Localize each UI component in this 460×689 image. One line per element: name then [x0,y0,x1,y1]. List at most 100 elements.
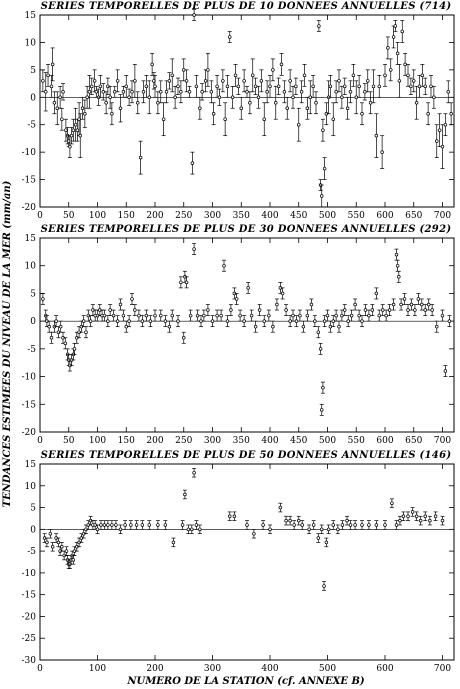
panel-2-data-point [337,324,341,329]
panel-2-data-point [298,313,302,318]
panel-3-data-point [324,540,329,545]
panel-3-data-point [64,549,69,553]
panel-3-data-point [440,518,445,523]
panel-1-data-point [104,101,108,105]
panel-1-data-point [190,161,195,165]
panel-1-data-point [87,90,92,94]
panel-2-data-point [380,308,385,312]
panel-3-data-point [252,531,256,536]
panel-2-data-point [426,302,431,307]
panel-1-data-point [108,95,112,100]
panel-3-data-point [288,518,292,523]
panel-3-data-point [383,523,387,527]
panel-3-data-point [123,523,127,527]
panel-2-data-point [253,324,258,329]
panel-3-data-point [418,518,423,523]
panel-1-data-point [282,90,287,94]
panel-1-data-point [78,133,82,138]
panel-1-data-point [294,84,298,89]
panel-1-data-point [130,90,134,94]
panel-1-data-point [83,111,87,116]
panel-3-data-point [394,523,399,527]
panel-3-data-point [198,527,202,532]
panel-1-data-point [366,79,370,83]
panel-1-data-point [52,101,57,105]
x-axis-title: NUMERO DE LA STATION (cf. ANNEXE B) [126,676,365,687]
panel-2-data-point [222,263,226,268]
panel-3-data-point [95,527,100,532]
panel-2-x-tick-label: 200 [146,436,163,446]
panel-3-y-tick-label: 5 [30,504,36,514]
panel-1-data-point [348,90,353,94]
panel-1-data-point [75,128,80,132]
panel-3-data-point [297,518,301,523]
panel-1-data-point [357,84,361,89]
panel-2-data-point [106,319,110,323]
panel-3-x-tick-label: 200 [146,664,163,674]
panel-1-data-point [435,139,439,143]
panel-1-data-point [85,95,89,100]
panel-1-data-point [43,90,48,94]
panel-2-data-point [413,308,417,312]
panel-1-data-point [383,73,387,78]
panel-2-data-point [144,313,149,318]
panel-3-data-point [367,523,371,527]
panel-1-data-point [110,111,114,116]
panel-1-data-point [41,79,45,83]
panel-2-data-point [325,313,330,318]
panel-1-data-point [173,95,177,100]
panel-1-data-point [314,101,318,105]
panel-3-data-point [56,540,61,545]
panel-2: SERIES TEMPORELLES DE PLUS DE 30 DONNEES… [22,224,455,446]
panel-1-y-tick-label: -5 [27,121,36,131]
panel-1-data-point [340,95,344,100]
panel-1-data-point [179,90,183,94]
panel-3-y-tick-label: -15 [22,591,37,601]
panel-1-data-point [167,79,172,83]
panel-3-data-point [307,527,311,532]
panel-1-data-point [136,101,140,105]
panel-3-data-point [401,514,406,519]
panel-1-data-point [291,95,295,100]
panel-1-data-point [449,111,453,116]
panel-2-data-point [225,319,230,323]
panel-1-x-tick-label: 700 [434,211,451,221]
panel-2-data-point [167,324,172,329]
panel-1-data-point [217,95,222,100]
panel-2-data-point [430,308,434,312]
panel-1-y-tick-label: 15 [25,11,37,21]
panel-1-data-point [297,122,301,127]
panel-1-data-point [251,73,255,78]
panel-1-data-point [230,95,235,100]
panel-3-data-point [316,536,321,540]
panel-3-data-point [322,584,326,588]
panel-1-data-point [395,51,400,56]
panel-2-data-point [127,319,131,323]
panel-2-data-point [267,313,271,318]
panel-1-x-tick-label: 150 [118,211,135,221]
panel-1-data-point [71,128,76,132]
panel-2-data-point [353,302,357,307]
panel-1-data-point [138,155,143,160]
panel-3-y-tick-label: 15 [25,460,37,470]
panel-1-x-tick-label: 50 [63,211,75,221]
panel-1-data-point [94,90,99,94]
panel-1-data-point [371,84,376,89]
panel-1-data-point [192,13,196,17]
panel-1-data-point [206,68,210,72]
panel-2-data-point [309,302,314,307]
panel-2-data-point [202,313,206,318]
panel-1-data-point [414,101,419,105]
panel-2-data-point [249,313,254,318]
panel-1-x-tick-label: 650 [405,211,422,221]
panel-1-data-point [203,79,208,83]
panel-1-data-point [288,79,292,83]
panel-1-data-point [198,106,202,111]
panel-3-data-point [374,523,379,527]
panel-3-data-point [118,527,123,532]
panel-1-data-point [233,73,238,78]
panel-1-data-point [92,79,97,83]
panel-2-data-point [41,297,45,301]
panel-2-data-point [159,313,163,318]
panel-1-data-point [221,79,225,83]
